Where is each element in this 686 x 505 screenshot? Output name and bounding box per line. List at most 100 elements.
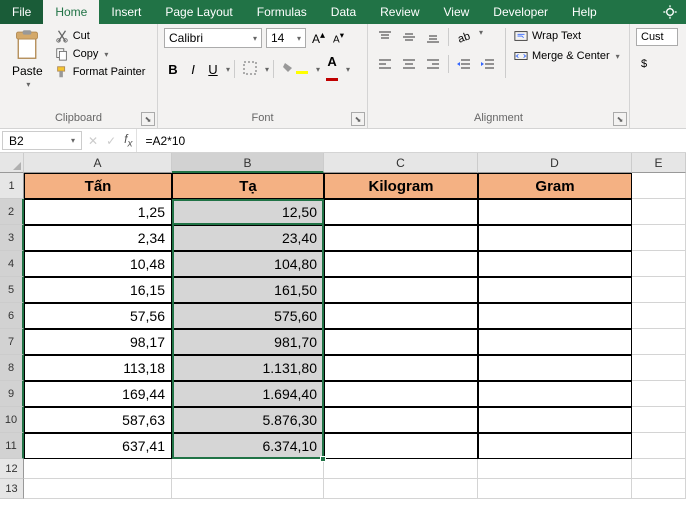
font-name-select[interactable]: Calibri▾ xyxy=(164,28,262,48)
cell-E6[interactable] xyxy=(632,303,686,329)
format-painter-button[interactable]: Format Painter xyxy=(53,64,148,80)
tab-formulas[interactable]: Formulas xyxy=(245,0,319,24)
row-header-4[interactable]: 4 xyxy=(0,251,24,277)
cell-B13[interactable] xyxy=(172,479,324,499)
align-top-button[interactable] xyxy=(374,28,396,49)
cell-C10[interactable] xyxy=(324,407,478,433)
cell-B2[interactable]: 12,50 xyxy=(172,199,324,225)
formula-input[interactable]: =A2*10 xyxy=(137,129,686,152)
copy-button[interactable]: Copy ▾ xyxy=(53,46,148,62)
italic-button[interactable]: I xyxy=(184,60,202,79)
column-header-E[interactable]: E xyxy=(632,153,686,173)
cell-B5[interactable]: 161,50 xyxy=(172,277,324,303)
cell-B8[interactable]: 1.131,80 xyxy=(172,355,324,381)
fill-handle[interactable] xyxy=(320,456,326,462)
cell-E12[interactable] xyxy=(632,459,686,479)
cell-C2[interactable] xyxy=(324,199,478,225)
borders-dropdown[interactable]: ▾ xyxy=(265,65,269,74)
cell-A2[interactable]: 1,25 xyxy=(24,199,172,225)
row-header-8[interactable]: 8 xyxy=(0,355,24,381)
row-header-1[interactable]: 1 xyxy=(0,173,24,199)
orientation-button[interactable]: ab xyxy=(453,28,475,49)
select-all-corner[interactable] xyxy=(0,153,24,173)
row-header-12[interactable]: 12 xyxy=(0,459,24,479)
cell-C12[interactable] xyxy=(324,459,478,479)
fill-color-button[interactable] xyxy=(278,60,312,79)
cell-B12[interactable] xyxy=(172,459,324,479)
cell-E10[interactable] xyxy=(632,407,686,433)
cell-A13[interactable] xyxy=(24,479,172,499)
cell-A10[interactable]: 587,63 xyxy=(24,407,172,433)
cell-D2[interactable] xyxy=(478,199,632,225)
font-color-dropdown[interactable]: ▾ xyxy=(346,65,350,74)
merge-dropdown[interactable]: ▾ xyxy=(616,52,620,61)
tab-review[interactable]: Review xyxy=(368,0,431,24)
cell-C9[interactable] xyxy=(324,381,478,407)
tab-file[interactable]: File xyxy=(0,0,43,24)
cell-B3[interactable]: 23,40 xyxy=(172,225,324,251)
cell-A11[interactable]: 637,41 xyxy=(24,433,172,459)
clipboard-launcher[interactable]: ⬊ xyxy=(141,112,155,126)
cell-C11[interactable] xyxy=(324,433,478,459)
cell-C6[interactable] xyxy=(324,303,478,329)
tab-insert[interactable]: Insert xyxy=(99,0,153,24)
underline-dropdown[interactable]: ▾ xyxy=(226,65,230,74)
cell-B4[interactable]: 104,80 xyxy=(172,251,324,277)
cell-C4[interactable] xyxy=(324,251,478,277)
decrease-font-button[interactable]: A▾ xyxy=(331,30,346,45)
tab-home[interactable]: Home xyxy=(43,0,99,24)
cell-B7[interactable]: 981,70 xyxy=(172,329,324,355)
cell-D8[interactable] xyxy=(478,355,632,381)
cell-B11[interactable]: 6.374,10 xyxy=(172,433,324,459)
cell-D11[interactable] xyxy=(478,433,632,459)
cell-A5[interactable]: 16,15 xyxy=(24,277,172,303)
cell-A6[interactable]: 57,56 xyxy=(24,303,172,329)
tab-data[interactable]: Data xyxy=(319,0,368,24)
cell-A12[interactable] xyxy=(24,459,172,479)
cell-E5[interactable] xyxy=(632,277,686,303)
cell-D7[interactable] xyxy=(478,329,632,355)
cell-D13[interactable] xyxy=(478,479,632,499)
align-left-button[interactable] xyxy=(374,55,396,76)
font-color-button[interactable]: A xyxy=(322,52,342,86)
row-header-6[interactable]: 6 xyxy=(0,303,24,329)
cell-C8[interactable] xyxy=(324,355,478,381)
font-launcher[interactable]: ⬊ xyxy=(351,112,365,126)
cell-B1[interactable]: Tạ xyxy=(172,173,324,199)
font-size-select[interactable]: 14▾ xyxy=(266,28,306,48)
cell-B9[interactable]: 1.694,40 xyxy=(172,381,324,407)
cell-A8[interactable]: 113,18 xyxy=(24,355,172,381)
column-header-D[interactable]: D xyxy=(478,153,632,173)
tab-help[interactable]: Help xyxy=(560,0,609,24)
paste-button[interactable]: Paste ▾ xyxy=(6,28,49,110)
cell-D10[interactable] xyxy=(478,407,632,433)
borders-button[interactable] xyxy=(239,59,261,80)
cell-B10[interactable]: 5.876,30 xyxy=(172,407,324,433)
tab-pagelayout[interactable]: Page Layout xyxy=(153,0,244,24)
cell-E3[interactable] xyxy=(632,225,686,251)
cell-E13[interactable] xyxy=(632,479,686,499)
cell-E8[interactable] xyxy=(632,355,686,381)
fx-icon[interactable]: fx xyxy=(124,132,132,149)
alignment-launcher[interactable]: ⬊ xyxy=(613,112,627,126)
column-header-B[interactable]: B xyxy=(172,153,324,173)
cell-D6[interactable] xyxy=(478,303,632,329)
row-header-2[interactable]: 2 xyxy=(0,199,24,225)
row-header-5[interactable]: 5 xyxy=(0,277,24,303)
wrap-text-button[interactable]: Wrap Text xyxy=(512,28,622,44)
column-header-A[interactable]: A xyxy=(24,153,172,173)
align-bottom-button[interactable] xyxy=(422,28,444,49)
enter-formula-icon[interactable]: ✓ xyxy=(106,134,116,148)
row-header-3[interactable]: 3 xyxy=(0,225,24,251)
align-right-button[interactable] xyxy=(422,55,444,76)
tab-developer[interactable]: Developer xyxy=(481,0,560,24)
cut-button[interactable]: Cut xyxy=(53,28,148,44)
decrease-indent-button[interactable] xyxy=(453,55,475,76)
row-header-13[interactable]: 13 xyxy=(0,479,24,499)
accounting-format-button[interactable]: $ xyxy=(636,54,660,75)
cell-C1[interactable]: Kilogram xyxy=(324,173,478,199)
cancel-formula-icon[interactable]: ✕ xyxy=(88,134,98,148)
cell-E9[interactable] xyxy=(632,381,686,407)
cell-B6[interactable]: 575,60 xyxy=(172,303,324,329)
align-middle-button[interactable] xyxy=(398,28,420,49)
